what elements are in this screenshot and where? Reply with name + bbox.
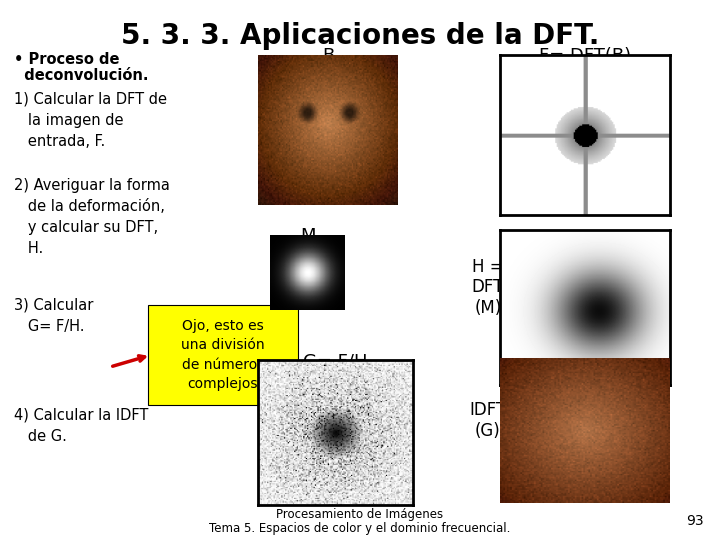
Text: Procesamiento de Imágenes: Procesamiento de Imágenes <box>276 508 444 521</box>
Text: • Proceso de: • Proceso de <box>14 52 120 67</box>
Text: H =
DFT
(M): H = DFT (M) <box>472 258 504 318</box>
Text: M: M <box>300 227 315 245</box>
Text: Tema 5. Espacios de color y el dominio frecuencial.: Tema 5. Espacios de color y el dominio f… <box>210 522 510 535</box>
FancyBboxPatch shape <box>148 305 298 405</box>
Text: 2) Averiguar la forma
   de la deformación,
   y calcular su DFT,
   H.: 2) Averiguar la forma de la deformación,… <box>14 178 170 256</box>
Text: Ojo, esto es
una división
de números
complejos: Ojo, esto es una división de números com… <box>181 319 265 392</box>
Text: 1) Calcular la DFT de
   la imagen de
   entrada, F.: 1) Calcular la DFT de la imagen de entra… <box>14 92 167 149</box>
Text: IDFT
(G): IDFT (G) <box>469 401 507 440</box>
Text: 5. 3. 3. Aplicaciones de la DFT.: 5. 3. 3. Aplicaciones de la DFT. <box>121 22 599 50</box>
Text: F= DFT(B): F= DFT(B) <box>539 47 631 65</box>
Text: G= F/H: G= F/H <box>303 352 368 370</box>
Text: 93: 93 <box>686 514 704 528</box>
Text: 3) Calcular
   G= F/H.: 3) Calcular G= F/H. <box>14 298 94 334</box>
Text: B: B <box>322 47 334 65</box>
Text: deconvolución.: deconvolución. <box>14 68 148 83</box>
Text: 4) Calcular la IDFT
   de G.: 4) Calcular la IDFT de G. <box>14 408 148 444</box>
